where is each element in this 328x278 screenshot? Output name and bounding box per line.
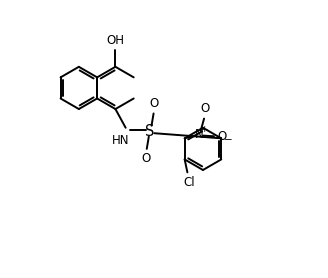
Text: O: O: [200, 102, 209, 115]
Text: O: O: [217, 130, 227, 143]
Text: N: N: [195, 128, 203, 141]
Text: +: +: [200, 125, 208, 134]
Text: −: −: [224, 135, 233, 145]
Text: S: S: [146, 124, 155, 139]
Text: O: O: [141, 152, 151, 165]
Text: O: O: [150, 97, 159, 110]
Text: OH: OH: [106, 34, 124, 47]
Text: Cl: Cl: [183, 176, 195, 189]
Text: HN: HN: [112, 134, 129, 147]
